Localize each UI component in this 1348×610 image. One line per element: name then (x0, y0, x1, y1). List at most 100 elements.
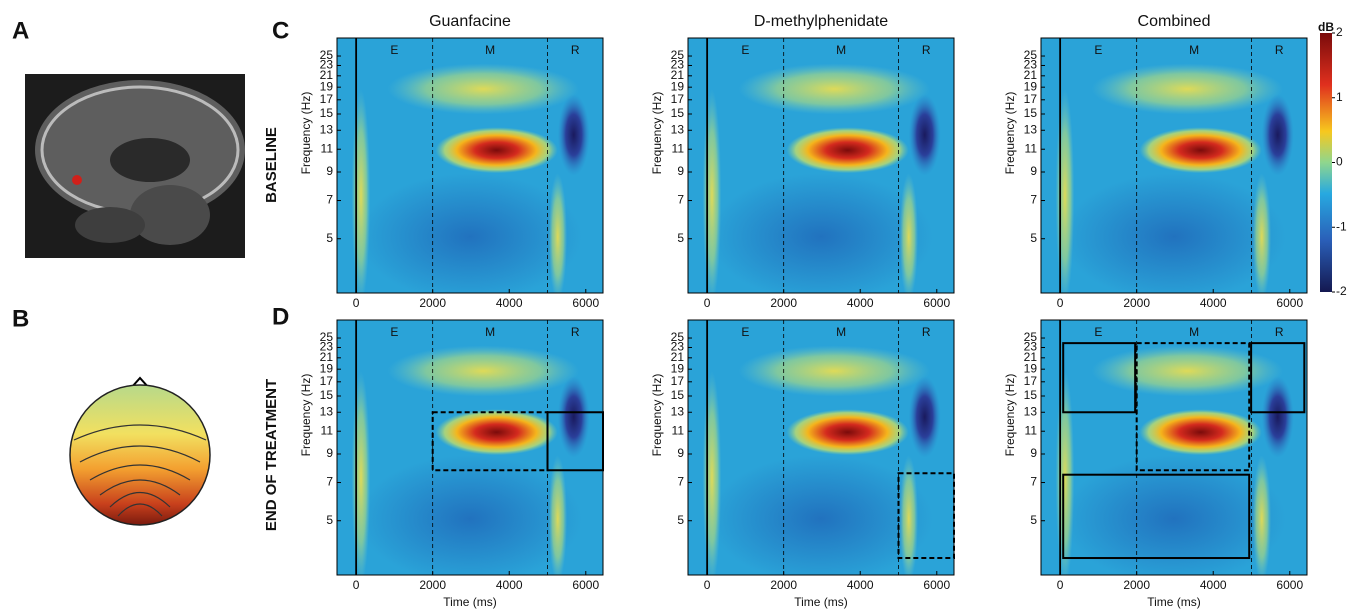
y-tick-label: 9 (1030, 446, 1037, 460)
roi-box (897, 472, 956, 560)
y-tick-label: 7 (1030, 475, 1037, 489)
y-tick-label: 5 (326, 513, 333, 527)
x-tick-label: 0 (704, 578, 711, 592)
x-tick-label: 4000 (496, 296, 523, 310)
y-tick-label: 23 (1024, 340, 1038, 354)
y-tick-label: 5 (677, 231, 684, 245)
power-blob (1091, 345, 1284, 397)
epoch-label: R (1275, 325, 1284, 339)
y-tick-label: 7 (677, 193, 684, 207)
y-tick-label: 7 (326, 475, 333, 489)
y-tick-label: 5 (677, 513, 684, 527)
epoch-label: M (485, 43, 495, 57)
epoch-label: E (741, 325, 749, 339)
x-tick-label: 6000 (923, 296, 950, 310)
x-tick-label: 6000 (572, 296, 599, 310)
y-tick-label: 11 (321, 423, 334, 437)
column-title: Combined (1138, 13, 1211, 30)
epoch-label: R (1275, 43, 1284, 57)
power-blob (702, 89, 722, 293)
spectrogram (1041, 38, 1307, 293)
epoch-label: M (485, 325, 495, 339)
power-blob (358, 173, 582, 293)
roi-box (1135, 342, 1251, 472)
y-tick-label: 25 (671, 48, 685, 62)
plot-frame (1040, 319, 1308, 576)
y-tick-label: 13 (1024, 404, 1038, 418)
power-blob (899, 455, 919, 575)
y-tick-label: 9 (1030, 164, 1037, 178)
power-blob (557, 94, 590, 176)
y-tick-label: 21 (1024, 350, 1038, 364)
y-tick-label: 7 (677, 475, 684, 489)
y-tick-label: 25 (320, 48, 334, 62)
y-tick-label: 11 (1025, 423, 1038, 437)
y-tick-label: 17 (671, 374, 685, 388)
y-axis-label: Frequency (Hz) (650, 92, 664, 175)
y-tick-label: 13 (320, 404, 334, 418)
epoch-label: E (1094, 325, 1102, 339)
x-tick-label: 4000 (847, 578, 874, 592)
y-tick-label: 13 (671, 404, 685, 418)
y-tick-label: 13 (671, 122, 685, 136)
y-axis-label: Frequency (Hz) (1003, 374, 1017, 457)
y-tick-label: 25 (320, 330, 334, 344)
power-blob (548, 173, 568, 293)
power-blob (1055, 89, 1075, 293)
epoch-label: E (390, 325, 398, 339)
x-tick-label: 6000 (572, 578, 599, 592)
x-tick-label: 2000 (1123, 296, 1150, 310)
x-tick-label: 0 (1057, 578, 1064, 592)
y-tick-label: 17 (1024, 374, 1038, 388)
y-tick-label: 5 (1030, 513, 1037, 527)
y-tick-label: 19 (320, 79, 334, 93)
power-blob (435, 127, 558, 174)
power-blob (1062, 455, 1286, 575)
x-axis-label: Time (ms) (794, 595, 848, 609)
y-tick-label: 19 (671, 79, 685, 93)
epoch-label: R (571, 43, 580, 57)
x-tick-label: 2000 (1123, 578, 1150, 592)
power-blob (709, 455, 933, 575)
y-tick-label: 15 (1024, 388, 1038, 402)
x-tick-label: 0 (353, 578, 360, 592)
y-tick-label: 9 (677, 446, 684, 460)
power-blob (899, 173, 919, 293)
row-label: END OF TREATMENT (263, 379, 280, 531)
power-blob (1139, 127, 1262, 174)
x-tick-label: 2000 (419, 296, 446, 310)
y-tick-label: 7 (326, 193, 333, 207)
power-blob (786, 409, 909, 456)
plot-frame (336, 37, 604, 294)
y-tick-label: 23 (1024, 58, 1038, 72)
power-blob (738, 63, 931, 115)
y-tick-label: 9 (677, 164, 684, 178)
roi-box (1062, 342, 1137, 414)
y-axis-label: Frequency (Hz) (299, 92, 313, 175)
y-tick-label: 23 (320, 58, 334, 72)
y-tick-label: 5 (1030, 231, 1037, 245)
power-blob (387, 63, 580, 115)
y-axis-label: Frequency (Hz) (650, 374, 664, 457)
y-tick-label: 9 (326, 164, 333, 178)
power-blob (1252, 173, 1272, 293)
colorbar-tick-label: -1 (1336, 219, 1347, 233)
y-tick-label: 19 (320, 361, 334, 375)
power-blob (1091, 63, 1284, 115)
y-tick-label: 25 (1024, 330, 1038, 344)
epoch-label: E (1094, 43, 1102, 57)
power-blob (1062, 173, 1286, 293)
colorbar (1320, 33, 1332, 292)
x-tick-label: 6000 (1276, 296, 1303, 310)
panel-label: A (12, 17, 29, 44)
plot-frame (687, 37, 955, 294)
x-tick-label: 4000 (496, 578, 523, 592)
roi-box (1250, 342, 1306, 414)
roi-box (1062, 473, 1251, 560)
power-blob (1055, 371, 1075, 575)
colorbar-tick-label: -2 (1336, 284, 1347, 298)
power-blob (351, 89, 371, 293)
spectrogram (688, 320, 954, 575)
y-tick-label: 11 (321, 141, 334, 155)
